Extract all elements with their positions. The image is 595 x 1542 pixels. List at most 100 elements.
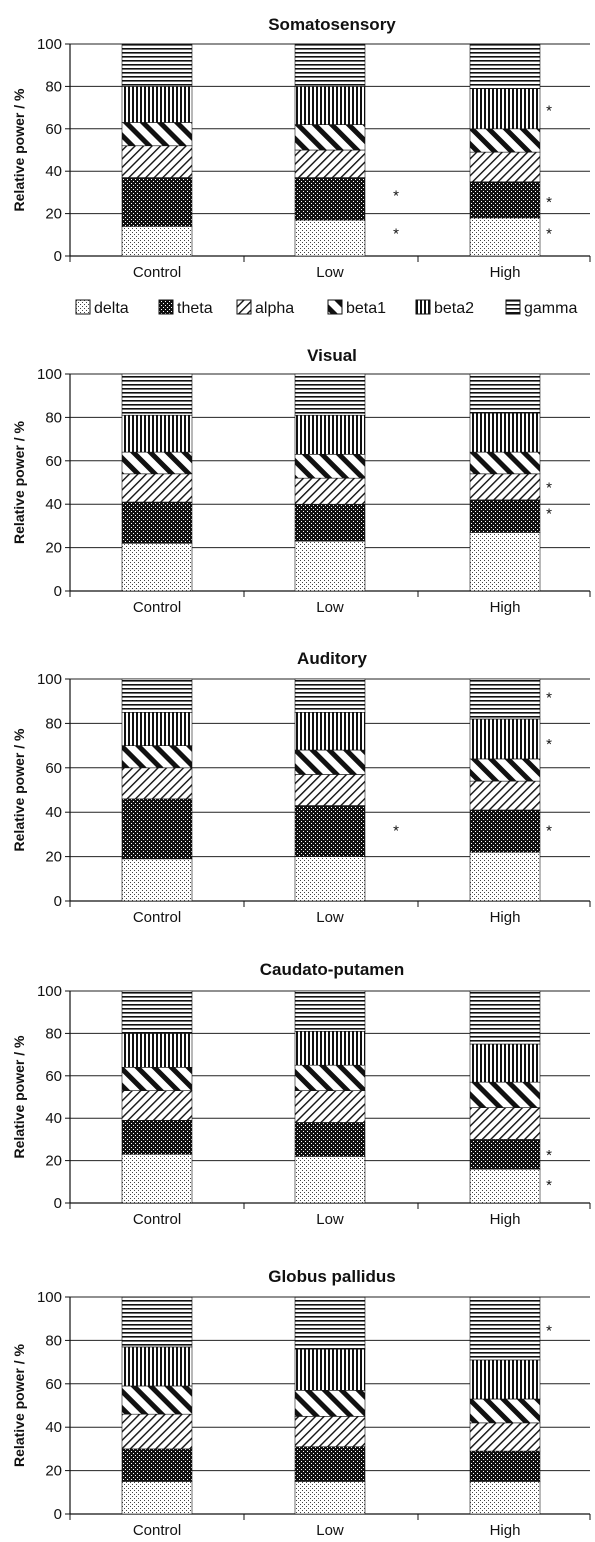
y-tick-label: 0 (54, 1195, 62, 1212)
bar-segment-gamma (294, 990, 366, 1032)
bar-segment-beta2 (469, 412, 541, 453)
bar-segment-beta2 (294, 1030, 366, 1066)
bar-segment-delta (469, 217, 541, 257)
legend-swatch-beta2 (415, 299, 431, 315)
significance-marker: * (546, 1177, 552, 1194)
y-tick-label: 60 (45, 760, 62, 777)
legend-label: beta2 (434, 300, 474, 317)
bar-segment-beta1 (294, 749, 366, 775)
legend-swatch-delta (75, 299, 91, 315)
bar-segment-theta (294, 177, 366, 221)
significance-marker: * (393, 226, 399, 243)
y-axis-label: Relative power / % (11, 1343, 27, 1466)
x-tick-label: High (490, 909, 521, 926)
bar-segment-gamma (294, 43, 366, 87)
bar-segment-alpha (469, 1422, 541, 1452)
legend-label: delta (94, 300, 129, 317)
bar-segment-theta (469, 181, 541, 219)
x-tick-label: Low (316, 264, 344, 281)
chart-panel: Visual 0 20 40 60 80 100 Relative power / % Cont… (11, 346, 591, 616)
bar-segment-theta (121, 177, 193, 227)
y-tick-label: 0 (54, 1506, 62, 1523)
bar-segment-beta2 (469, 1043, 541, 1083)
bar-segment-beta2 (294, 86, 366, 125)
chart-title: Globus pallidus (268, 1267, 396, 1286)
x-tick-label: Control (133, 599, 181, 616)
charts-layer: Somatosensory 0 20 40 60 80 100 Relative power … (11, 15, 591, 1539)
y-tick-label: 40 (45, 804, 62, 821)
bar-segment-beta1 (121, 1385, 193, 1415)
bar-segment-gamma (469, 1296, 541, 1361)
bar-segment-alpha (121, 473, 193, 503)
bar-segment-delta (469, 1481, 541, 1515)
chart-panel: Globus pallidus 0 20 40 60 80 100 Relative powe… (11, 1267, 591, 1539)
bar-segment-beta2 (121, 414, 193, 453)
significance-marker: * (546, 103, 552, 120)
bar-segment-gamma (121, 43, 193, 87)
y-tick-label: 40 (45, 1419, 62, 1436)
bar-segment-beta2 (121, 1346, 193, 1387)
bar-segment-beta1 (294, 1064, 366, 1091)
legend-item: beta2 (415, 299, 474, 317)
chart-title: Somatosensory (268, 15, 396, 34)
bar-segment-gamma (294, 1296, 366, 1350)
bar-segment-delta (121, 1153, 193, 1204)
legend-item: beta1 (327, 299, 386, 317)
bar-segment-beta2 (294, 1348, 366, 1391)
bar-segment-beta1 (469, 1081, 541, 1108)
bar-segment-delta (294, 856, 366, 902)
bar-segment-beta2 (469, 1359, 541, 1400)
significance-marker: * (546, 480, 552, 497)
chart-title: Auditory (297, 649, 367, 668)
bar-segment-beta2 (121, 1033, 193, 1068)
y-tick-label: 60 (45, 1376, 62, 1393)
legend-swatch-alpha (236, 299, 252, 315)
bar-segment-gamma (121, 990, 193, 1034)
bar-segment-gamma (294, 373, 366, 416)
y-tick-label: 60 (45, 1068, 62, 1085)
bar-segment-beta2 (294, 414, 366, 455)
y-tick-label: 80 (45, 409, 62, 426)
bar-segment-gamma (121, 1296, 193, 1348)
bar-segment-beta1 (469, 758, 541, 782)
legend-label: alpha (255, 300, 294, 317)
bar-segment-delta (469, 1168, 541, 1204)
x-tick-label: Low (316, 599, 344, 616)
x-tick-label: High (490, 264, 521, 281)
legend-label: gamma (524, 300, 577, 317)
legend-item: delta (75, 299, 129, 317)
significance-marker: * (393, 187, 399, 204)
bar-segment-gamma (469, 43, 541, 89)
chart-title: Visual (307, 346, 357, 365)
bar-segment-alpha (121, 1090, 193, 1121)
bar-segment-beta2 (469, 88, 541, 130)
bar-segment-theta (121, 1120, 193, 1155)
bar-segment-gamma (121, 373, 193, 416)
bar-segment-theta (121, 501, 193, 544)
bar-segment-alpha (294, 477, 366, 505)
bar-segment-alpha (294, 1416, 366, 1448)
significance-marker: * (546, 1322, 552, 1339)
bar-segment-delta (121, 226, 193, 257)
y-tick-label: 40 (45, 163, 62, 180)
y-tick-label: 80 (45, 1332, 62, 1349)
legend-swatch-beta1 (327, 299, 343, 315)
bar-segment-delta (469, 851, 541, 902)
bar-segment-alpha (469, 151, 541, 183)
y-tick-label: 20 (45, 1463, 62, 1480)
y-tick-label: 0 (54, 893, 62, 910)
bar-segment-beta1 (294, 453, 366, 479)
bar-segment-delta (294, 219, 366, 257)
chart-panel: Somatosensory 0 20 40 60 80 100 Relative power … (11, 15, 591, 281)
bar-segment-delta (469, 532, 541, 592)
legend-item: alpha (236, 299, 294, 317)
y-tick-label: 0 (54, 583, 62, 600)
significance-marker: * (546, 226, 552, 243)
bar-segment-alpha (469, 473, 541, 501)
y-tick-label: 80 (45, 1025, 62, 1042)
x-tick-label: Low (316, 1211, 344, 1228)
legend-swatch-gamma (505, 299, 521, 315)
bar-segment-beta1 (469, 128, 541, 153)
y-tick-label: 100 (37, 36, 62, 53)
